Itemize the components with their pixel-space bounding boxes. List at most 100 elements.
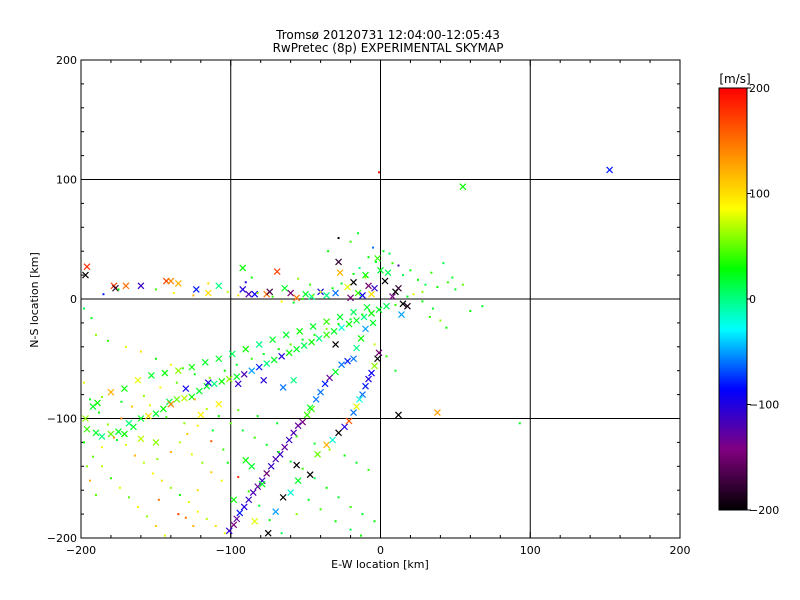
data-point-x	[329, 436, 337, 444]
data-point-dot	[352, 272, 355, 275]
data-point-x	[323, 291, 331, 299]
data-point-x	[285, 349, 293, 357]
data-point-x	[381, 277, 389, 285]
data-point-dot	[127, 496, 130, 499]
data-point-x	[278, 352, 286, 360]
data-point-x	[312, 395, 320, 403]
data-point-dot	[217, 415, 220, 418]
data-point-dot	[265, 443, 268, 446]
data-point-dot	[223, 369, 226, 372]
data-point-dot	[82, 441, 85, 444]
data-point-x	[152, 410, 160, 418]
data-point-x	[137, 415, 145, 422]
data-point-x	[375, 349, 383, 357]
data-point-dot	[181, 367, 184, 370]
data-point-x	[350, 409, 357, 416]
data-point-dot	[406, 295, 409, 298]
data-point-dot	[430, 271, 433, 274]
data-point-x	[293, 461, 301, 469]
data-point-dot	[136, 505, 139, 508]
data-point-x	[306, 404, 314, 412]
data-point-x	[279, 493, 287, 501]
data-point-x	[371, 362, 378, 370]
data-point-dot	[382, 250, 385, 253]
data-point-dot	[165, 416, 168, 419]
data-point-x	[293, 345, 301, 353]
data-point-dot	[373, 343, 376, 346]
data-point-x	[264, 529, 272, 537]
data-point-x	[137, 282, 145, 290]
data-point-x	[137, 435, 145, 443]
data-point-dot	[91, 455, 94, 458]
data-point-x	[368, 290, 375, 298]
data-point-x	[308, 338, 316, 346]
data-point-x	[228, 350, 236, 358]
data-point-dot	[145, 515, 148, 518]
data-point-x	[335, 258, 342, 266]
data-point-x	[204, 289, 212, 297]
data-point-dot	[256, 415, 259, 418]
data-point-x	[287, 489, 295, 497]
data-point-x	[344, 283, 351, 291]
data-point-dot	[446, 281, 449, 284]
data-point-dot	[295, 513, 298, 516]
data-point-dot	[100, 465, 103, 468]
data-point-x	[248, 462, 256, 470]
data-point-dot	[421, 290, 424, 293]
plot-area: −200 −100 0 100 200 −200 −100 0 100 200	[47, 54, 691, 557]
data-point-x	[248, 367, 256, 375]
data-point-x	[159, 405, 167, 413]
data-point-x	[260, 376, 268, 384]
y-axis-label: N-S location [km]	[28, 252, 41, 348]
data-point-dot	[244, 281, 247, 284]
data-point-x	[129, 423, 137, 431]
data-point-x	[285, 436, 293, 444]
data-point-x	[323, 441, 331, 449]
data-point-dot	[214, 525, 217, 528]
data-point-x	[293, 294, 301, 302]
data-point-dot	[481, 305, 484, 308]
y-tick-label: 0	[70, 293, 77, 306]
data-point-dot	[388, 252, 391, 255]
data-point-dot	[289, 460, 292, 463]
data-point-x	[215, 355, 223, 363]
data-point-x	[354, 289, 362, 297]
data-point-x	[281, 443, 289, 451]
data-point-dot	[431, 307, 434, 310]
data-point-dot	[220, 479, 223, 482]
data-point-dot	[313, 333, 316, 336]
colorbar-gradient	[718, 87, 748, 511]
data-point-dot	[172, 292, 175, 295]
data-point-x	[389, 293, 396, 301]
data-point-dot	[177, 513, 180, 516]
data-point-x	[263, 470, 271, 477]
data-point-dot	[412, 293, 415, 296]
data-point-x	[371, 284, 378, 292]
data-point-x	[338, 361, 345, 369]
data-point-x	[192, 286, 200, 293]
data-point-x	[399, 300, 407, 308]
data-point-x	[258, 480, 266, 488]
data-point-x	[270, 356, 278, 364]
data-point-x	[357, 335, 365, 342]
data-point-x	[272, 508, 280, 516]
data-point-x	[459, 183, 467, 191]
data-point-x	[309, 323, 317, 330]
data-point-dot	[349, 240, 352, 243]
colorbar-tick-label: 100	[749, 188, 770, 201]
data-point-dot	[301, 467, 304, 470]
data-point-x	[174, 367, 182, 375]
data-point-x	[121, 430, 128, 438]
data-point-x	[218, 378, 226, 385]
data-point-dot	[358, 266, 361, 269]
data-point-x	[290, 429, 298, 437]
data-point-dot	[301, 338, 304, 341]
data-point-dot	[319, 508, 322, 511]
colorbar-tick-label: −100	[749, 399, 779, 412]
data-point-x	[398, 311, 405, 318]
data-point-dot	[235, 363, 238, 366]
data-point-dot	[154, 288, 157, 291]
data-point-dot	[337, 237, 340, 240]
data-point-x	[82, 415, 89, 422]
data-point-x	[363, 303, 371, 311]
